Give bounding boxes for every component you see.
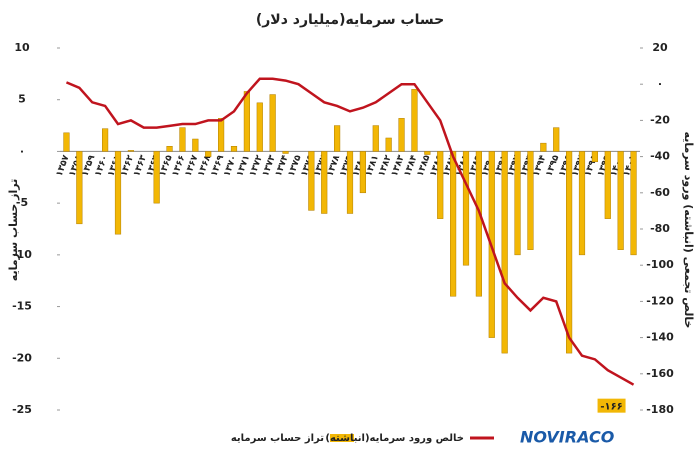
bar xyxy=(269,94,276,152)
bar xyxy=(308,151,315,211)
y2-tick-label: -180 xyxy=(646,403,674,416)
bar xyxy=(514,151,521,256)
bar xyxy=(411,89,418,152)
bar xyxy=(566,151,573,354)
y-tick-label: -10 xyxy=(12,248,32,261)
y-tick-label: -5 xyxy=(16,196,28,209)
y2-tick-label: -160 xyxy=(646,367,674,380)
bar xyxy=(462,151,470,266)
bar xyxy=(553,127,560,152)
y2-tick-label: -60 xyxy=(650,186,670,199)
bar xyxy=(385,137,392,152)
y2-tick-label: 20 xyxy=(652,41,668,54)
y2-tick-label: -80 xyxy=(650,222,670,235)
y-tick-label: -25 xyxy=(12,403,32,416)
bar xyxy=(450,151,457,297)
bar xyxy=(256,102,263,152)
y2-tick-label: -40 xyxy=(650,150,670,163)
legend-swatch xyxy=(330,434,354,442)
bar xyxy=(475,151,482,297)
bar xyxy=(282,151,289,154)
line xyxy=(65,77,635,386)
bar xyxy=(153,151,160,204)
bar xyxy=(243,91,250,152)
bar xyxy=(114,151,122,235)
bar xyxy=(166,146,173,152)
legend-label: تراز حساب سرمایه xyxy=(231,433,324,444)
y2-axis-label: خالص تجمعی (انباشته) ورود سرمایه xyxy=(682,132,695,329)
y-tick-label: -15 xyxy=(12,300,32,313)
y2-tick-label: -120 xyxy=(646,294,674,307)
bar xyxy=(346,151,354,214)
bar xyxy=(617,151,624,250)
y-tick-label: 10 xyxy=(14,41,30,54)
bar xyxy=(321,151,328,214)
bar xyxy=(218,118,225,152)
bar xyxy=(230,146,238,152)
bar xyxy=(527,151,534,250)
annotation: -۱۶۶ xyxy=(600,402,622,413)
bar xyxy=(604,151,611,219)
y-tick-label: -20 xyxy=(12,351,32,364)
bar xyxy=(63,132,70,152)
y2-tick-label: -100 xyxy=(646,258,674,271)
bar xyxy=(372,125,379,152)
annotation-box xyxy=(597,398,626,413)
y-axis-label: تراز حساب سرمایه xyxy=(7,179,20,281)
bar xyxy=(192,138,199,152)
y-tick-label: ۰ xyxy=(19,144,26,157)
bar xyxy=(540,142,547,152)
bar xyxy=(359,151,366,194)
bar xyxy=(630,151,637,256)
bar xyxy=(501,151,508,354)
bar xyxy=(179,127,186,152)
y2-tick-label: -140 xyxy=(646,331,674,344)
bar xyxy=(437,151,444,219)
y2-tick-label: -20 xyxy=(650,113,670,126)
bar xyxy=(76,151,83,225)
legend-label: خالص ورود سرمایه(انباشته) xyxy=(325,433,464,444)
bar xyxy=(205,151,212,157)
bar xyxy=(578,151,586,256)
bar xyxy=(591,151,598,163)
logo: NOVIRACO xyxy=(520,428,615,447)
chart-title: حساب سرمایه(میلیارد دلار) xyxy=(256,12,444,28)
y-tick-label: 5 xyxy=(18,93,26,106)
bar xyxy=(398,118,405,152)
bar xyxy=(334,125,341,152)
bar xyxy=(102,128,109,152)
bar xyxy=(127,150,134,152)
bar xyxy=(424,151,431,155)
y2-tick-label: ۰ xyxy=(657,77,664,90)
